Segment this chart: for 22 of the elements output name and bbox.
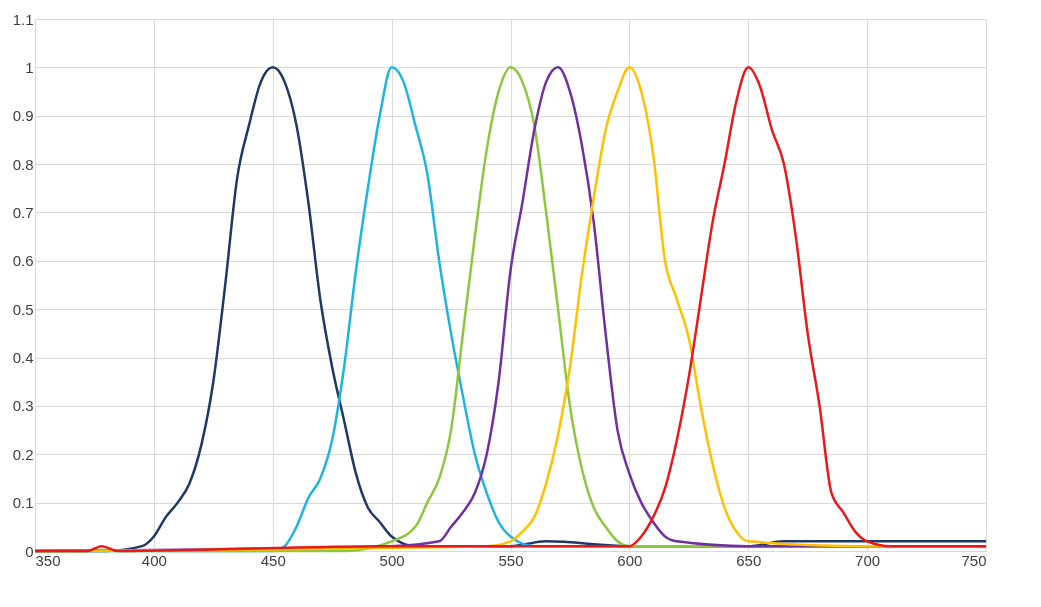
y-tick-label: 0.3 <box>12 397 34 415</box>
x-tick-label: 450 <box>260 551 286 569</box>
x-tick-label: 600 <box>617 551 643 569</box>
y-tick-label: 0.4 <box>12 349 34 367</box>
y-tick-label: 0.5 <box>12 300 34 318</box>
y-tick-label: 0.1 <box>12 494 34 512</box>
y-tick-label: 0.8 <box>12 155 34 173</box>
y-tick-label: 0.6 <box>12 252 34 270</box>
x-tick-label: 750 <box>961 551 987 569</box>
y-tick-label: 0.2 <box>12 445 34 463</box>
x-tick-label: 550 <box>498 551 524 569</box>
line-series <box>33 66 988 553</box>
x-tick-label: 350 <box>35 551 61 569</box>
x-tick-label: 700 <box>855 551 881 569</box>
x-tick-label: 400 <box>141 551 167 569</box>
y-tick-label: 1 <box>25 58 34 76</box>
y-tick-label: 1.1 <box>12 10 34 28</box>
x-tick-label: 500 <box>379 551 405 569</box>
y-tick-label: 0.7 <box>12 203 34 221</box>
x-tick-label: 650 <box>736 551 762 569</box>
y-tick-label: 0 <box>25 542 34 560</box>
y-tick-label: 0.9 <box>12 107 34 125</box>
